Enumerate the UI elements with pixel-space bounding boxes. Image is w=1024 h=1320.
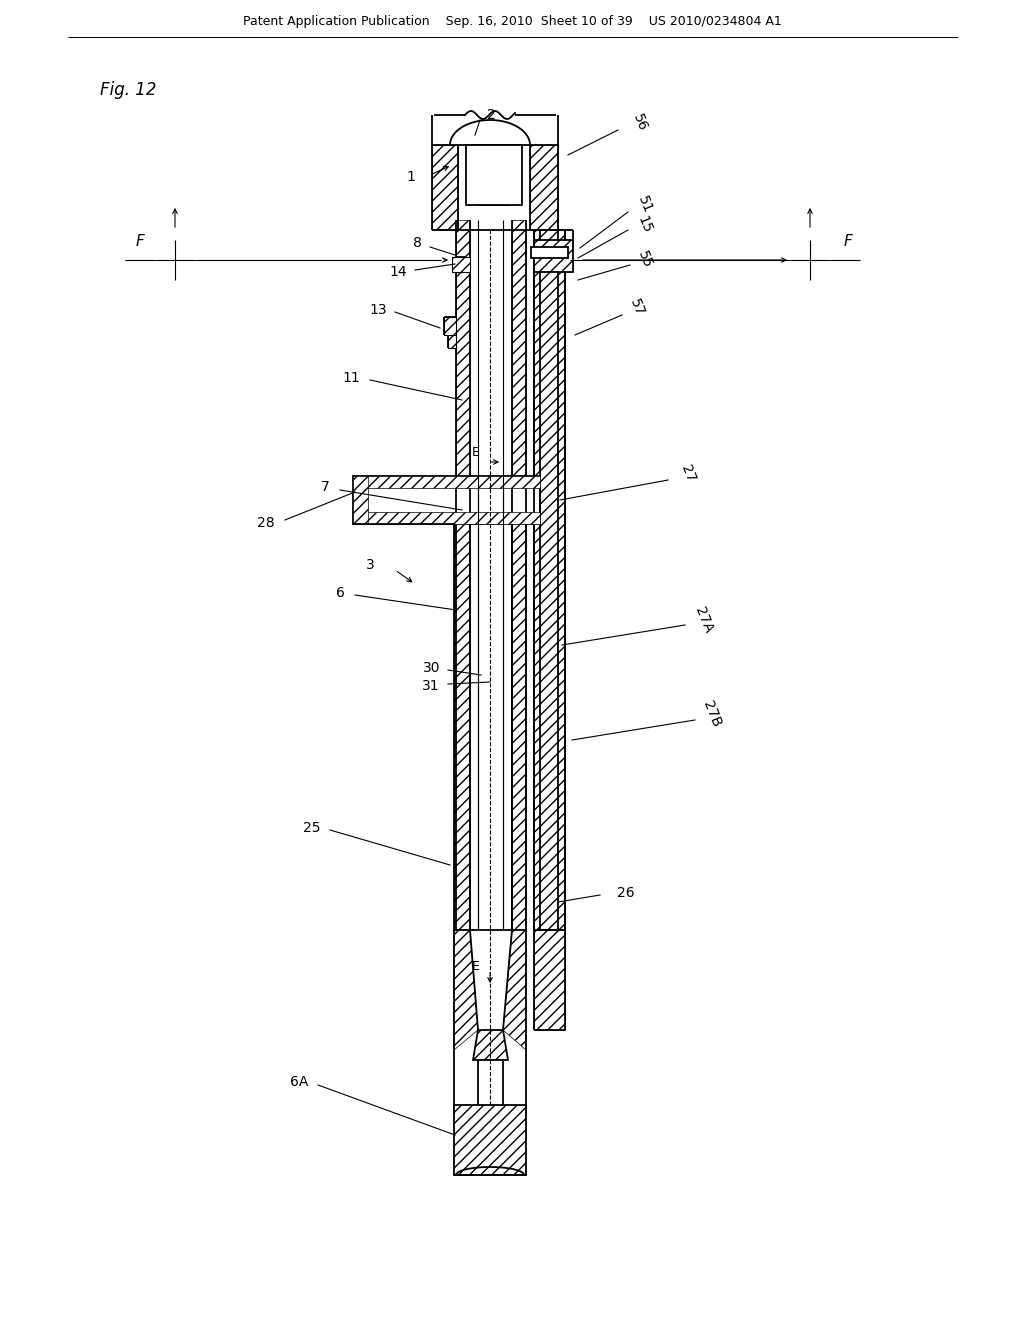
Text: E: E [472, 960, 480, 973]
Text: 26: 26 [617, 886, 635, 900]
Text: 14: 14 [389, 265, 407, 279]
Polygon shape [466, 145, 522, 205]
Polygon shape [432, 145, 458, 230]
Polygon shape [530, 145, 558, 230]
Text: 51: 51 [635, 194, 654, 215]
Text: 28: 28 [257, 516, 275, 531]
Polygon shape [454, 931, 478, 1049]
Polygon shape [503, 931, 526, 1049]
Bar [534, 240, 573, 272]
Polygon shape [534, 931, 565, 1030]
Text: 15: 15 [634, 214, 653, 236]
Bar [452, 257, 470, 272]
Text: Fig. 12: Fig. 12 [100, 81, 157, 99]
Polygon shape [353, 477, 368, 524]
Text: 6: 6 [336, 586, 345, 601]
Bar [444, 317, 456, 335]
Polygon shape [454, 524, 470, 931]
Text: 25: 25 [302, 821, 319, 836]
Text: 2: 2 [487, 108, 496, 121]
Text: 27A: 27A [692, 605, 716, 635]
Text: 3: 3 [367, 558, 375, 572]
Text: E: E [472, 446, 480, 458]
Text: 27: 27 [678, 463, 697, 484]
Text: 13: 13 [370, 304, 387, 317]
Polygon shape [534, 230, 565, 931]
Text: F: F [844, 235, 852, 249]
Text: F: F [135, 235, 144, 249]
Text: 56: 56 [630, 112, 650, 133]
Polygon shape [473, 1030, 508, 1060]
Text: 30: 30 [423, 661, 440, 675]
Text: 11: 11 [342, 371, 360, 385]
Polygon shape [512, 524, 526, 931]
Bar [449, 330, 456, 348]
Polygon shape [456, 220, 470, 931]
Text: 1: 1 [407, 170, 415, 183]
Text: Patent Application Publication    Sep. 16, 2010  Sheet 10 of 39    US 2010/02348: Patent Application Publication Sep. 16, … [243, 16, 781, 29]
Text: 57: 57 [628, 297, 647, 318]
Text: 6A: 6A [290, 1074, 308, 1089]
Text: 8: 8 [413, 236, 422, 249]
Bar [454, 1105, 526, 1175]
Text: 7: 7 [322, 480, 330, 494]
Polygon shape [353, 477, 540, 488]
Polygon shape [512, 220, 526, 931]
Text: 55: 55 [635, 249, 654, 271]
Text: 27B: 27B [700, 698, 724, 729]
Polygon shape [353, 512, 540, 524]
Text: 31: 31 [422, 678, 440, 693]
Polygon shape [353, 477, 540, 524]
Bar [531, 247, 568, 257]
